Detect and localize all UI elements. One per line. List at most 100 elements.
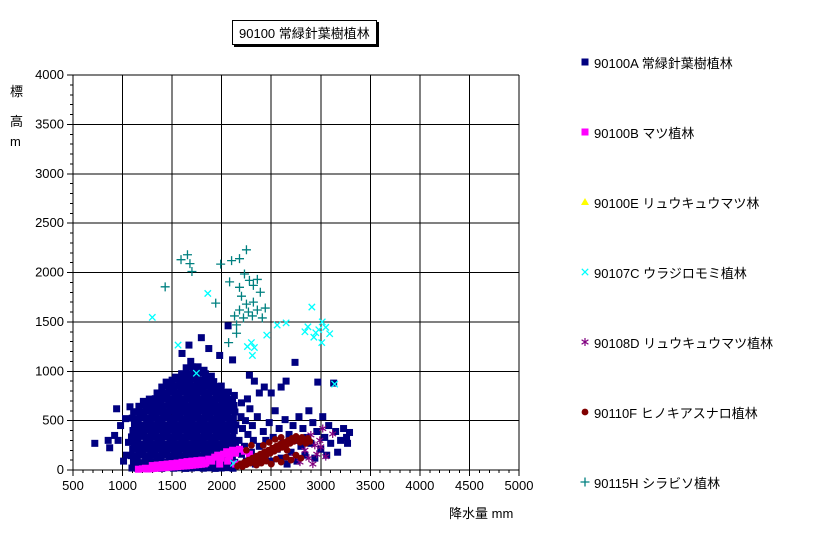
data-point [128,464,136,472]
data-point [313,427,321,435]
data-point [214,440,222,448]
data-point [182,446,190,454]
y-tick-label: 2000 [35,265,64,280]
data-point [232,328,242,338]
data-point [153,389,161,397]
data-point [216,351,224,359]
data-point [129,445,137,453]
data-point [205,382,213,390]
data-point [212,402,220,410]
data-point [139,451,147,459]
data-point [153,401,161,409]
legend-marker-circle-darkred [581,408,589,416]
data-point [248,351,257,360]
data-point [241,245,251,255]
data-point [135,446,143,454]
y-tick-label: 3000 [35,166,64,181]
legend-label: 90100A 常緑針葉樹植林 [594,56,733,71]
data-point [164,414,172,422]
data-point [183,389,191,397]
data-point [297,442,305,450]
data-point [193,382,201,390]
data-point [158,446,166,454]
data-point [178,420,186,428]
data-point [147,427,155,435]
data-point [235,254,245,264]
data-point [182,382,190,390]
data-point [235,436,243,444]
legend-label: 90100E リュウキュウマツ林 [594,196,760,211]
data-point [174,341,182,349]
data-point [189,408,197,416]
data-point [243,307,253,317]
data-point [163,460,171,468]
data-point [178,439,186,447]
data-point [217,464,225,472]
data-point [282,453,290,461]
data-point [199,382,207,390]
series-points-90110F [234,433,314,470]
data-point [257,313,267,323]
data-point [176,445,184,453]
data-point [325,422,333,430]
data-point [310,333,318,341]
data-point [225,407,233,415]
data-point [120,457,128,465]
y-axis-title-char: m [10,134,21,149]
data-point [220,439,228,447]
data-point [168,460,176,468]
data-point [169,433,177,441]
data-point [218,401,226,409]
legend-marker-square-magenta [581,128,589,136]
x-tick-label: 5000 [505,478,534,493]
data-point [202,459,210,467]
data-point [163,395,171,403]
data-point [246,405,254,413]
data-point [226,452,234,460]
data-point [130,408,138,416]
legend-item-90100E: 90100E リュウキュウマツ林 [579,193,773,263]
data-point [200,414,208,422]
data-point [165,426,173,434]
data-point [309,419,317,427]
data-point [230,391,238,399]
data-point [168,376,176,384]
data-point [211,298,221,308]
data-point [239,269,249,279]
data-point [188,414,196,422]
data-point [230,402,238,410]
data-point [153,426,161,434]
data-point [142,407,150,415]
data-point [224,457,232,465]
data-point [230,311,240,321]
data-point [229,433,237,441]
data-point [305,407,313,415]
legend: 90100A 常緑針葉樹植林 90100B マツ植林 90100E リュウキュウ… [579,53,773,534]
data-point [289,422,297,430]
data-point [223,464,231,472]
data-point [247,338,256,347]
data-point [249,436,257,444]
data-point [330,380,339,388]
data-point [311,454,319,462]
data-point [212,427,220,435]
data-point [217,454,225,462]
data-point [133,452,141,460]
data-point [255,389,263,397]
data-point [223,433,231,441]
data-point [262,436,270,444]
data-point [170,414,178,422]
data-point [193,395,201,403]
data-point [232,421,240,429]
data-point [181,452,189,460]
data-point [581,268,589,276]
data-point [113,405,121,413]
data-point [145,395,153,403]
data-point [292,451,300,459]
data-point [171,402,179,410]
data-point [340,425,348,433]
data-point [162,378,170,386]
data-point [305,454,313,463]
data-point [308,303,316,311]
